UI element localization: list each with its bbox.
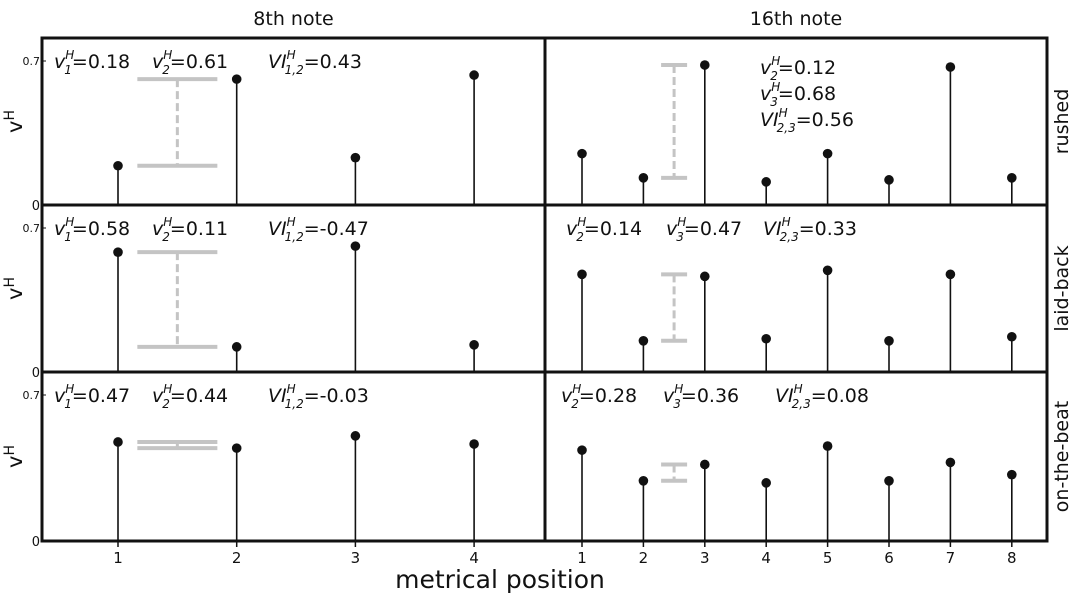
row-label-1: rushed xyxy=(1051,89,1073,155)
stem-marker-r2c2-5 xyxy=(822,265,833,276)
x-tick-label-col2-3: 3 xyxy=(700,549,710,567)
annotation-r1c1-2: vH 2=0.61 xyxy=(152,48,228,77)
annotation-r1c1-1: vH 1=0.18 xyxy=(54,48,130,77)
y-tick-label-zero-row-3: 0 xyxy=(32,535,40,550)
annotation-r2c2-3: VIH 2,3=0.33 xyxy=(763,215,857,244)
annotation-r3c1-3: VIH 1,2=-0.03 xyxy=(268,382,369,411)
stem-marker-r1c2-2 xyxy=(638,173,649,183)
annotation-r2c1-1: vH 1=0.58 xyxy=(54,215,130,244)
stem-marker-r1c2-5 xyxy=(822,148,833,159)
x-tick-label-col2-5: 5 xyxy=(823,549,833,567)
stem-marker-r3c1-1 xyxy=(113,437,123,447)
stem-marker-r1c2-8 xyxy=(1007,173,1017,183)
column-title-1: 8th note xyxy=(253,8,333,30)
stem-marker-r1c1-4 xyxy=(469,70,479,80)
annotation-r1c2-2: vH 3=0.68 xyxy=(760,80,836,109)
stem-marker-r1c1-1 xyxy=(113,160,123,171)
stem-marker-r3c2-5 xyxy=(822,441,833,451)
annotation-r2c2-2: vH 3=0.47 xyxy=(666,215,742,244)
x-tick-label-col1-4: 4 xyxy=(469,549,479,567)
y-axis-label-row-3: vH xyxy=(2,445,27,468)
stem-marker-r3c2-7 xyxy=(945,457,956,468)
annotation-r3c2-2: vH 3=0.36 xyxy=(663,382,739,411)
annotation-r3c2-1: vH 2=0.28 xyxy=(561,382,637,411)
stem-marker-r2c1-2 xyxy=(231,342,242,352)
annotation-r3c1-2: vH 2=0.44 xyxy=(152,382,228,411)
stem-marker-r1c2-3 xyxy=(700,60,710,70)
stem-marker-r3c2-3 xyxy=(700,459,710,470)
x-tick-label-col2-2: 2 xyxy=(639,549,649,567)
stem-marker-r2c2-3 xyxy=(700,271,710,282)
annotation-r1c2-3: VIH 2,3=0.56 xyxy=(760,106,854,135)
row-label-2: laid-back xyxy=(1051,245,1073,331)
x-tick-label-col1-1: 1 xyxy=(113,549,123,567)
stem-marker-r1c2-7 xyxy=(945,62,956,72)
stem-marker-r1c2-1 xyxy=(577,148,587,159)
stem-marker-r3c1-2 xyxy=(231,443,242,453)
stem-marker-r1c2-4 xyxy=(761,177,771,187)
y-axis-label-superscript: H xyxy=(2,277,18,288)
stem-marker-r3c1-3 xyxy=(350,431,361,441)
y-axis-label-superscript: H xyxy=(2,110,18,121)
stem-marker-r1c2-6 xyxy=(884,175,894,185)
y-tick-label-zero-row-2: 0 xyxy=(32,366,40,381)
x-tick-label-col1-3: 3 xyxy=(351,549,361,567)
row-label-3: on-the-beat xyxy=(1051,401,1073,512)
x-axis-label: metrical position xyxy=(395,565,605,594)
stem-marker-r2c1-4 xyxy=(469,340,479,350)
stem-marker-r3c1-4 xyxy=(469,439,479,449)
annotation-r3c2-3: VIH 2,3=0.08 xyxy=(775,382,869,411)
x-tick-label-col2-1: 1 xyxy=(577,549,587,567)
annotation-r3c1-1: vH 1=0.47 xyxy=(54,382,130,411)
annotation-r2c1-3: VIH 1,2=-0.47 xyxy=(268,215,369,244)
stem-marker-r3c2-2 xyxy=(638,476,649,486)
annotation-r2c1-2: vH 2=0.11 xyxy=(152,215,228,244)
y-tick-label-zero-row-1: 0 xyxy=(32,199,40,214)
y-axis-label-row-2: vH xyxy=(2,277,27,300)
y-tick-label-top-row-1: 0.7 xyxy=(23,55,41,68)
stem-marker-r2c2-8 xyxy=(1007,331,1017,342)
stem-marker-r1c1-2 xyxy=(231,74,242,84)
stem-marker-r2c1-1 xyxy=(113,247,123,257)
x-tick-label-col2-7: 7 xyxy=(946,549,956,567)
y-tick-label-top-row-3: 0.7 xyxy=(23,389,41,402)
y-axis-label-superscript: H xyxy=(2,445,18,456)
annotation-r2c2-1: vH 2=0.14 xyxy=(566,215,642,244)
stem-marker-r2c1-3 xyxy=(350,241,361,251)
stem-marker-r2c2-2 xyxy=(638,336,649,346)
stem-marker-r3c2-6 xyxy=(884,476,894,486)
x-tick-label-col2-8: 8 xyxy=(1007,549,1017,567)
stem-marker-r3c2-1 xyxy=(577,445,587,455)
stem-marker-r2c2-1 xyxy=(577,269,587,280)
column-title-2: 16th note xyxy=(750,8,843,30)
x-tick-label-col1-2: 2 xyxy=(232,549,242,567)
x-tick-label-col2-6: 6 xyxy=(884,549,894,567)
stem-marker-r3c2-8 xyxy=(1007,469,1017,480)
x-tick-label-col2-4: 4 xyxy=(761,549,771,567)
stem-marker-r1c1-3 xyxy=(350,152,361,163)
annotation-r1c1-3: VIH 1,2=0.43 xyxy=(268,48,362,77)
y-tick-label-top-row-2: 0.7 xyxy=(23,222,41,235)
stem-marker-r2c2-6 xyxy=(884,336,894,346)
y-axis-label-row-1: vH xyxy=(2,110,27,133)
stem-marker-r2c2-7 xyxy=(945,269,956,280)
stem-marker-r2c2-4 xyxy=(761,333,771,344)
stem-marker-r3c2-4 xyxy=(761,478,771,488)
annotation-r1c2-1: vH 2=0.12 xyxy=(760,54,836,83)
